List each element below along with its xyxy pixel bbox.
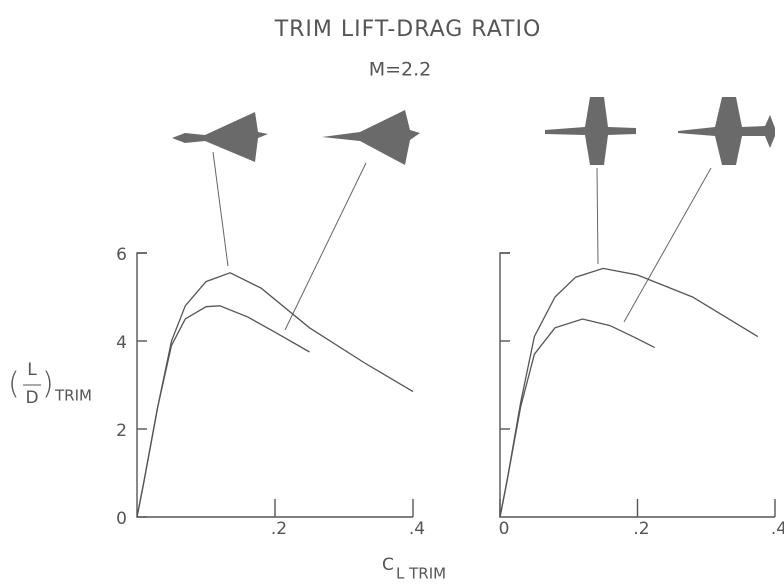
paren: ) xyxy=(42,367,54,402)
curve xyxy=(499,318,655,518)
title: TRIM LIFT-DRAG RATIO xyxy=(274,17,542,42)
x-label-main: C xyxy=(382,555,394,575)
y-tick-label: 2 xyxy=(116,421,127,441)
x-tick-label: .2 xyxy=(271,519,287,539)
y-tick-label: 0 xyxy=(116,509,127,529)
y-tick-label: 6 xyxy=(116,245,127,265)
x-tick-label: 0 xyxy=(499,519,510,539)
x-tick-label: .2 xyxy=(633,519,649,539)
leader-lines xyxy=(212,151,712,331)
curve xyxy=(499,267,759,518)
x-label-sub: L TRIM xyxy=(396,565,446,583)
subtitle: M=2.2 xyxy=(369,59,432,81)
x-tick-label: .4 xyxy=(771,519,784,539)
axes xyxy=(136,252,413,518)
x-axis-label: C L TRIM xyxy=(382,555,446,583)
curve xyxy=(136,272,414,518)
x-tick-label: .4 xyxy=(409,519,425,539)
y-label-num: L xyxy=(27,360,37,380)
paren: ( xyxy=(8,367,20,402)
y-label-den: D xyxy=(25,388,38,408)
aircraft-icons xyxy=(172,97,775,165)
y-axis-label: ( L D ) TRIM xyxy=(8,360,92,408)
y-label-sub: TRIM xyxy=(54,387,92,405)
axes xyxy=(499,252,775,518)
curve xyxy=(136,305,310,518)
y-tick-label: 4 xyxy=(116,333,127,353)
